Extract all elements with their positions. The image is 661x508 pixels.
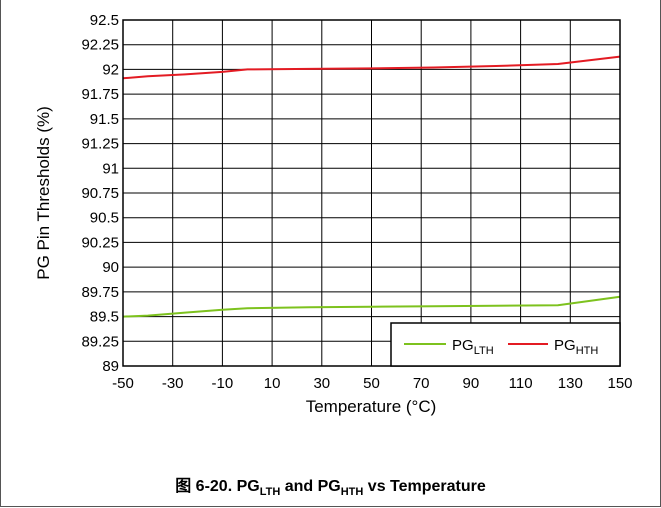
y-tick-label: 90.5: [90, 210, 119, 227]
chart: 89 89.25 89.5 89.75 90 90.25 90.5 90.75 91 91.25 9…: [34, 12, 633, 416]
x-tick-label: 70: [413, 375, 430, 392]
y-tick-label: 92.25: [81, 37, 119, 54]
x-tick-label: 150: [607, 375, 632, 392]
series-line-pg-lth: [122, 295, 621, 318]
y-tick-label: 90.25: [81, 234, 119, 251]
legend: PGLTH PGHTH: [390, 322, 621, 367]
x-tick-label: -10: [212, 375, 234, 392]
y-tick-label: 91: [102, 160, 119, 177]
y-tick-label: 89.25: [81, 333, 119, 350]
x-tick-label: 110: [509, 375, 533, 392]
x-axis-title: Temperature (°C): [306, 397, 437, 416]
y-tick-label: 91.5: [90, 111, 119, 128]
series-lines: [122, 55, 621, 318]
y-tick-label: 91.25: [81, 136, 119, 153]
plot-border: [122, 19, 621, 367]
y-tick-label: 92.5: [90, 12, 119, 29]
y-tick-label: 90.75: [81, 185, 119, 202]
legend-label-pg-lth: PGLTH: [452, 337, 494, 357]
y-tick-label: 91.75: [81, 86, 119, 103]
figure-caption: 图 6-20. PGLTH and PGHTH vs Temperature: [175, 478, 486, 499]
series-line-pg-hth: [122, 55, 621, 80]
legend-label-pg-hth: PGHTH: [554, 337, 598, 357]
y-tick-label: 90: [102, 259, 119, 276]
x-tick-label: 30: [313, 375, 330, 392]
y-tick-label: 92: [102, 61, 119, 78]
y-tick-labels: 89 89.25 89.5 89.75 90 90.25 90.5 90.75 91 91.25 9…: [81, 12, 119, 375]
y-tick-label: 89.5: [90, 309, 119, 326]
x-tick-label: 10: [264, 375, 281, 392]
x-tick-label: -50: [112, 375, 134, 392]
y-tick-label: 89.75: [81, 284, 119, 301]
y-tick-label: 89: [102, 358, 119, 375]
x-tick-labels: -50 -30 -10 10 30 50 70 90 110 130 150: [112, 375, 632, 392]
x-tick-label: 50: [363, 375, 380, 392]
x-tick-label: -30: [162, 375, 184, 392]
x-tick-label: 90: [463, 375, 480, 392]
y-axis-title: PG Pin Thresholds (%): [34, 106, 53, 280]
x-tick-label: 130: [558, 375, 583, 392]
